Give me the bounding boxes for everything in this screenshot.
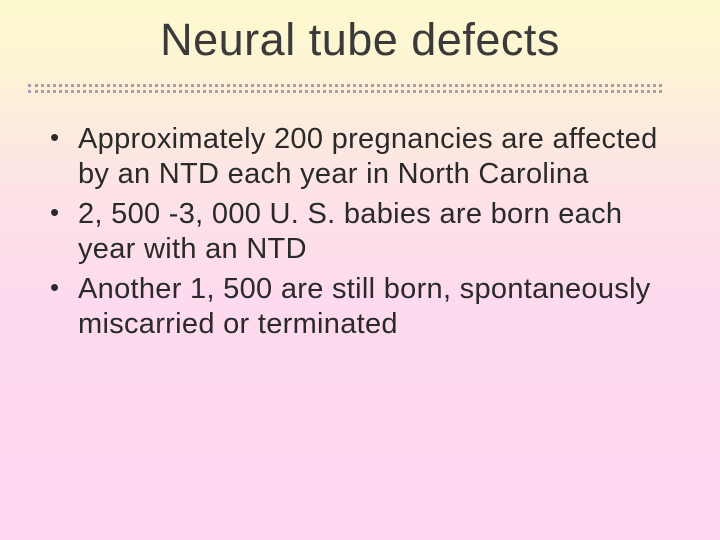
- slide: Neural tube defects Approximately 200 pr…: [0, 0, 720, 540]
- divider-line-bottom: [28, 90, 662, 93]
- slide-body: Approximately 200 pregnancies are affect…: [42, 122, 684, 346]
- bullet-item: Approximately 200 pregnancies are affect…: [42, 122, 684, 193]
- bullet-item: 2, 500 -3, 000 U. S. babies are born eac…: [42, 197, 684, 268]
- bullet-item: Another 1, 500 are still born, spontaneo…: [42, 272, 684, 343]
- bullet-list: Approximately 200 pregnancies are affect…: [42, 122, 684, 342]
- slide-title: Neural tube defects: [0, 0, 720, 66]
- title-divider: [28, 84, 662, 94]
- divider-line-top: [28, 84, 662, 87]
